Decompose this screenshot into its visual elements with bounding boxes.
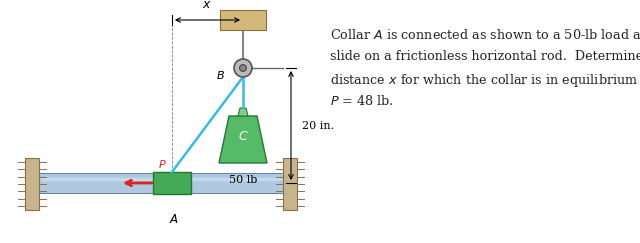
Text: $P$: $P$ — [157, 158, 166, 170]
Text: $A$: $A$ — [169, 213, 179, 226]
Bar — [25, 158, 39, 210]
Bar — [39, 173, 283, 193]
Text: $B$: $B$ — [216, 69, 225, 81]
Bar — [283, 158, 297, 210]
Text: $x$: $x$ — [202, 0, 212, 11]
Bar — [153, 172, 191, 194]
Circle shape — [234, 59, 252, 77]
Text: $P$ = 48 lb.: $P$ = 48 lb. — [330, 94, 394, 108]
Polygon shape — [219, 116, 267, 163]
Bar — [220, 10, 266, 30]
Text: 20 in.: 20 in. — [302, 121, 334, 131]
Polygon shape — [238, 108, 248, 116]
Text: 50 lb: 50 lb — [229, 175, 257, 185]
Text: Collar $\mathit{A}$ is connected as shown to a 50-lb load and can: Collar $\mathit{A}$ is connected as show… — [330, 28, 640, 42]
Text: slide on a frictionless horizontal rod.  Determine the: slide on a frictionless horizontal rod. … — [330, 50, 640, 63]
Text: $C$: $C$ — [237, 130, 248, 142]
Text: distance $x$ for which the collar is in equilibrium when: distance $x$ for which the collar is in … — [330, 72, 640, 89]
Circle shape — [239, 65, 246, 71]
